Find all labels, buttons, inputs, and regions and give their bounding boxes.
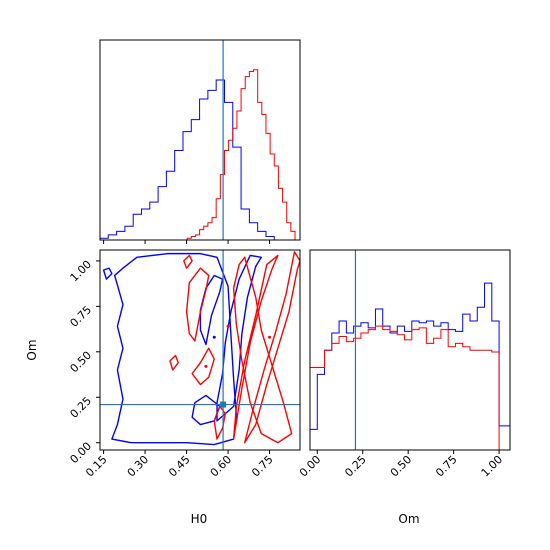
om-hist-red [309, 325, 510, 451]
om-ytick-tick-label: 0.75 [68, 303, 95, 330]
contour-blue-0 [111, 252, 238, 446]
om-xtick-tick-label: 0.75 [433, 453, 460, 480]
h0-xtick-tick-label: 0.15 [83, 453, 110, 480]
contour-red-1 [243, 251, 300, 444]
contour-red-4 [191, 347, 215, 386]
contour-red-7 [183, 254, 193, 269]
h0-xtick-tick-label: 0.60 [208, 453, 235, 480]
x-axis-label-h0: H0 [191, 512, 208, 526]
contour-blue-3 [102, 267, 113, 280]
om-xtick-tick-label: 0.00 [297, 453, 324, 480]
om-ytick-tick-label: 1.00 [68, 258, 95, 285]
axis-labels: H0 Om Om [25, 339, 420, 526]
om-xtick-tick-label: 1.00 [479, 453, 506, 480]
om-ytick-tick-label: 0.50 [68, 349, 95, 376]
contour-red-point-2 [226, 324, 230, 328]
truth-marker [220, 401, 227, 408]
h0-hist-frame [99, 39, 301, 241]
om-hist-blue [309, 282, 511, 450]
om-ytick-tick-label: 0.25 [68, 394, 95, 421]
contour-red-point-1 [204, 364, 208, 368]
contour-red-point-0 [268, 335, 272, 339]
contour-blue-4 [191, 394, 221, 426]
h0-xtick-tick-label: 0.75 [249, 453, 276, 480]
om-xtick-tick-label: 0.50 [388, 453, 415, 480]
om-hist-frame [309, 249, 511, 451]
histogram-h0-panel [99, 39, 301, 244]
x-axis-label-om: Om [398, 512, 419, 526]
h0-hist-red [100, 69, 300, 241]
h0-xtick-tick-label: 0.30 [125, 453, 152, 480]
contour-red-3 [185, 267, 210, 342]
contour-blue-2 [199, 274, 224, 346]
contour-frame [99, 249, 301, 451]
contour-h0-om-panel: 0.15 0.30 0.45 0.60 0.750.000.250.500.751.00 [68, 249, 301, 480]
h0-hist-blue [99, 79, 300, 241]
om-xtick-tick-label: 0.25 [342, 453, 369, 480]
contour-red-0 [232, 256, 293, 444]
contour-blue-point-0 [212, 335, 216, 339]
contour-area [100, 250, 300, 450]
histogram-om-panel: 0.00 0.25 0.50 0.75 1.00 [297, 249, 511, 480]
contour-red-5 [169, 354, 179, 371]
h0-xtick-tick-label: 0.45 [166, 453, 193, 480]
y-axis-label-om: Om [25, 339, 39, 360]
contour-red-2 [232, 254, 279, 440]
